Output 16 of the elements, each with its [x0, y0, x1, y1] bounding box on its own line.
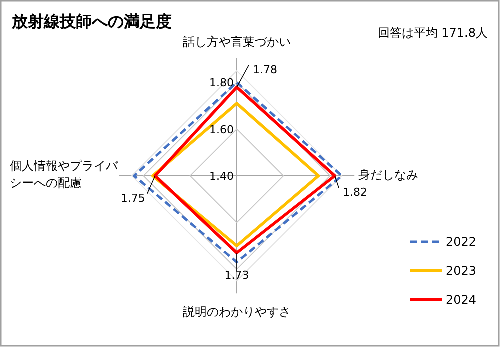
- spoke-label: 話し方や言葉づかい: [182, 34, 292, 52]
- spoke-label: 個人情報やプライバシーへの配慮: [10, 158, 120, 192]
- legend-label: 2023: [446, 264, 477, 278]
- data-label: 1.75: [120, 192, 146, 205]
- data-label: 1.73: [224, 269, 250, 282]
- spoke-label: 説明のわかりやすさ: [182, 304, 292, 321]
- y-tick-label: 1.60: [210, 123, 234, 136]
- text: 回答は平均 171.8人: [378, 25, 488, 42]
- chart-title: 放射線技師への満足度: [12, 12, 172, 32]
- spoke-label: 身だしなみ: [358, 167, 419, 184]
- legend-label: 2024: [446, 293, 477, 307]
- legend-label: 2022: [446, 235, 477, 249]
- data-label: 1.78: [253, 63, 278, 76]
- y-tick-label: 1.80: [210, 76, 234, 90]
- y-tick-label: 1.40: [210, 170, 234, 183]
- data-label: 1.82: [343, 186, 368, 199]
